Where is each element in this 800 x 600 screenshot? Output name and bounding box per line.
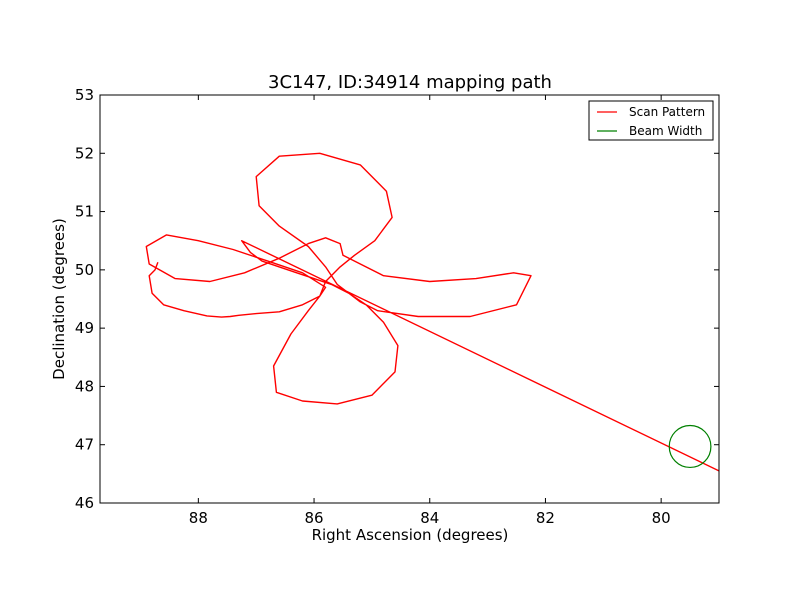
y-tick-label: 46 — [75, 494, 94, 512]
y-tick-label: 49 — [75, 319, 94, 337]
y-tick-label: 52 — [75, 144, 94, 162]
x-tick-label: 88 — [189, 509, 208, 527]
x-tick-label: 86 — [304, 509, 323, 527]
x-axis-label: Right Ascension (degrees) — [312, 526, 509, 544]
chart-title: 3C147, ID:34914 mapping path — [268, 72, 552, 93]
scan-pattern-line — [145, 152, 719, 472]
x-tick-label: 82 — [536, 509, 555, 527]
y-tick-label: 48 — [75, 377, 94, 395]
x-tick-label: 84 — [420, 509, 439, 527]
legend-label-beam-width: Beam Width — [629, 124, 702, 138]
legend-label-scan-pattern: Scan Pattern — [629, 105, 705, 119]
plot-frame — [99, 94, 720, 504]
x-tick-label: 80 — [652, 509, 671, 527]
legend: Scan Pattern Beam Width — [588, 100, 714, 141]
y-tick-label: 50 — [75, 261, 94, 279]
series-layer — [145, 152, 719, 472]
y-axis-label: Declination (degrees) — [50, 218, 68, 380]
y-tick-label: 47 — [75, 436, 94, 454]
y-tick-label: 53 — [75, 86, 94, 104]
x-axis-ticks: 88 86 84 82 80 — [189, 95, 671, 527]
legend-box — [588, 100, 714, 141]
beam-width-circle — [668, 424, 712, 469]
y-tick-label: 51 — [75, 203, 94, 221]
